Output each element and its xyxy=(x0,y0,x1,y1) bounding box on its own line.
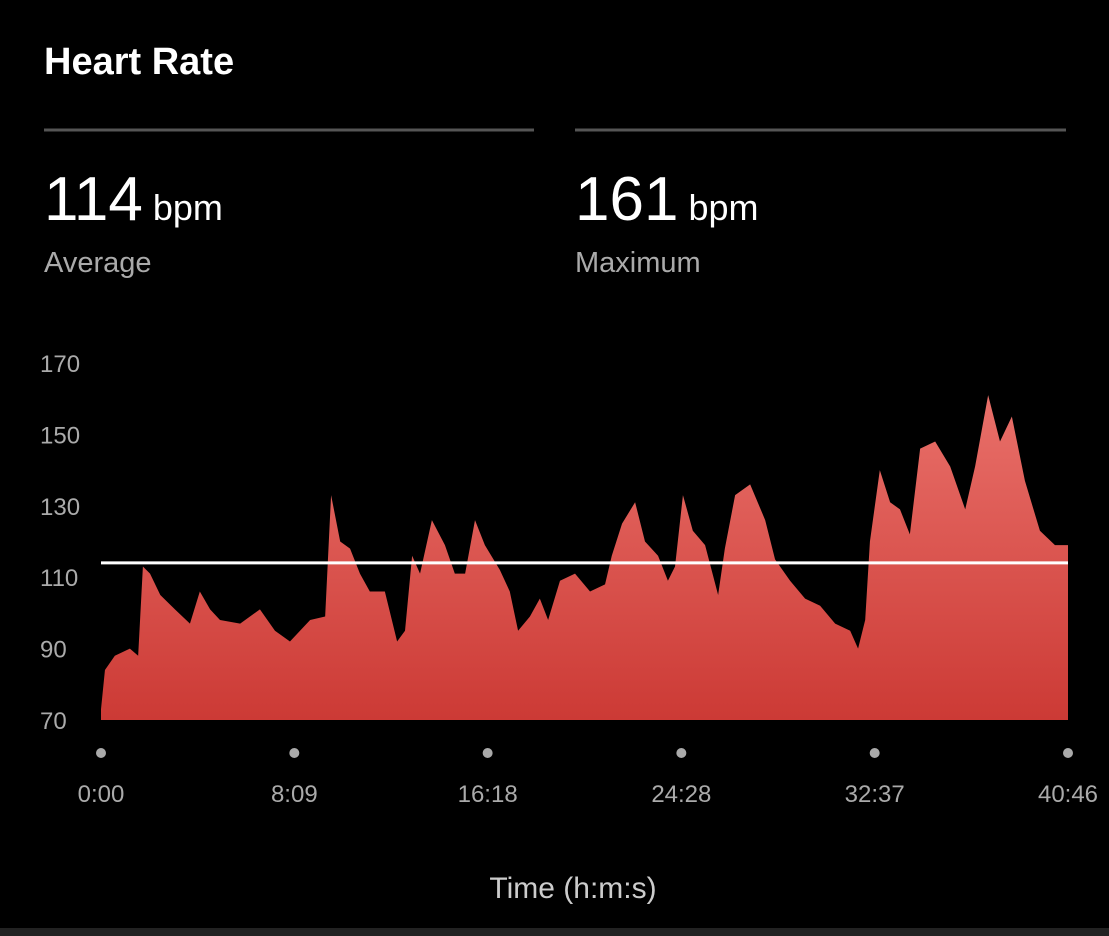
x-tick-dot xyxy=(482,748,493,758)
stat-label: Maximum xyxy=(575,247,701,279)
bottom-bar xyxy=(0,928,1109,936)
stat-value: 114 xyxy=(44,165,143,234)
y-tick-label: 130 xyxy=(40,494,80,521)
stat-unit: bpm xyxy=(153,187,223,228)
stat-label: Average xyxy=(44,247,152,279)
x-tick-dot xyxy=(1063,748,1073,758)
stat-unit: bpm xyxy=(688,187,758,228)
stat-value: 161 xyxy=(575,165,678,234)
y-tick-label: 90 xyxy=(40,637,67,664)
y-tick-label: 170 xyxy=(40,351,80,378)
x-tick-label: 8:09 xyxy=(271,781,318,808)
x-tick-label: 32:37 xyxy=(845,781,905,808)
stat-average: 114 bpm xyxy=(44,165,223,234)
y-tick-label: 70 xyxy=(40,708,67,735)
x-tick-dot xyxy=(96,748,106,758)
x-axis-title: Time (h:m:s) xyxy=(489,872,656,905)
y-tick-label: 150 xyxy=(40,422,80,449)
x-tick-label: 16:18 xyxy=(458,781,518,808)
x-tick-label: 24:28 xyxy=(651,781,711,808)
x-tick-dot xyxy=(289,748,300,758)
x-tick-dot xyxy=(676,748,687,758)
title: Heart Rate xyxy=(44,41,234,83)
y-tick-label: 110 xyxy=(40,565,78,592)
heart-rate-area xyxy=(101,395,1068,720)
x-tick-label: 40:46 xyxy=(1038,781,1098,808)
x-tick-label: 0:00 xyxy=(78,781,125,808)
x-tick-dot xyxy=(869,748,880,758)
stat-maximum: 161 bpm xyxy=(575,165,758,234)
